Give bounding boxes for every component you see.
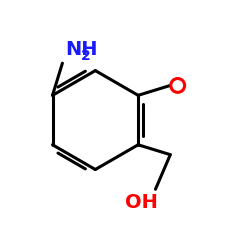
Text: 2: 2 [81, 49, 91, 63]
Text: NH: NH [65, 40, 97, 59]
Text: OH: OH [126, 194, 158, 212]
